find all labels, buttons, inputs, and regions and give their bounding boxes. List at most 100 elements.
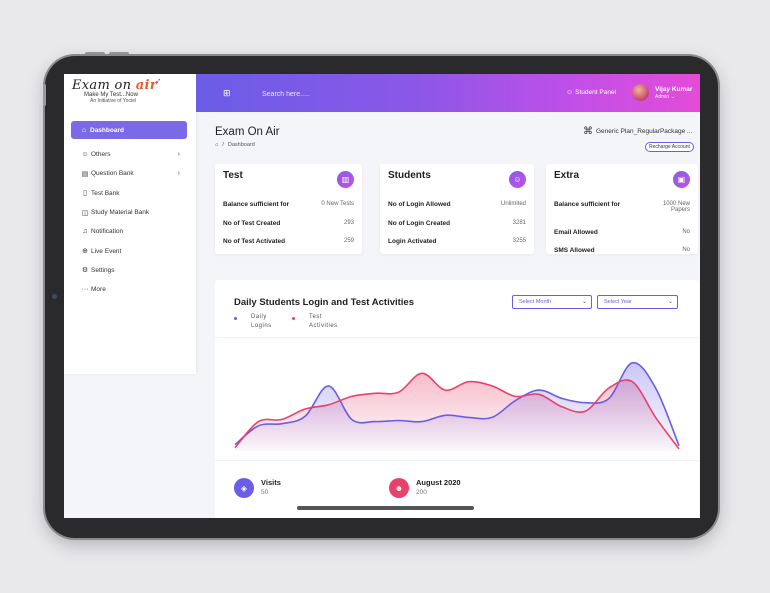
card-row-value: 0 New Tests xyxy=(321,201,354,207)
card-row-label: Login Activated xyxy=(388,238,437,245)
series-line-daily-logins xyxy=(234,361,680,447)
home-icon[interactable]: ⌂ xyxy=(215,142,219,148)
tablet-volume-button xyxy=(85,52,105,56)
sidebar-item-label: Study Material Bank xyxy=(91,209,150,217)
sidebar-item-label: Others xyxy=(91,151,111,159)
divider xyxy=(215,460,699,461)
document-icon: ▤ xyxy=(81,170,89,178)
card-row-value: 259 xyxy=(343,238,354,244)
card-row-value: 3255 xyxy=(512,238,526,244)
sidebar-item-more[interactable]: ··· More xyxy=(64,280,196,299)
home-indicator xyxy=(297,506,474,510)
avatar[interactable] xyxy=(632,84,649,101)
student-panel-link[interactable]: ☺ Student Panel xyxy=(566,89,616,96)
sidebar-item-label: Dashboard xyxy=(90,126,124,134)
card-row: No of Test Created 293 xyxy=(223,220,354,227)
card-row-value: 3281 xyxy=(512,220,526,226)
breadcrumb-separator: / xyxy=(222,142,224,148)
select-month-dropdown[interactable]: Select Month ⌄ xyxy=(512,295,592,309)
card-row: Balance sufficient for 0 New Tests xyxy=(223,201,354,208)
breadcrumb: ⌂ / Dashboard xyxy=(215,142,255,148)
command-icon: ⌘ xyxy=(583,126,593,137)
card-row-label: Email Allowed xyxy=(554,229,598,236)
rocket-icon: ➶ xyxy=(154,76,162,86)
page-title: Exam On Air xyxy=(215,126,280,138)
test-summary-card: Test ▥ Balance sufficient for 0 New Tests No… xyxy=(215,164,362,254)
select-year-dropdown[interactable]: Select Year ⌄ xyxy=(597,295,678,309)
stat-label: August 2020 xyxy=(416,478,461,487)
tablet-screen: Exam on air ➶ Make My Test...Now An Init… xyxy=(64,74,700,518)
sidebar-item-dashboard[interactable]: ⌂ Dashboard xyxy=(71,121,187,139)
top-bar: ⊞ ☺ Student Panel Vijay Kumar Admin ⌄ xyxy=(196,74,700,112)
bell-icon: ♫ xyxy=(82,228,88,236)
card-row-value: 293 xyxy=(343,220,354,226)
card-row-value: Unlimited xyxy=(500,201,526,207)
card-row-label: No of Login Allowed xyxy=(388,201,451,208)
plan-info: ⌘ Generic Plan_RegularPackage ... xyxy=(583,126,692,137)
sidebar-item-question-bank[interactable]: ▤ Question Bank › xyxy=(64,164,196,183)
sidebar-item-live-event[interactable]: ⊕ Live Event xyxy=(64,241,196,260)
extra-summary-card: Extra ▣ Balance sufficient for 1000 New Pap… xyxy=(546,164,698,254)
chart-legend: Daily Logins Test Activities xyxy=(234,313,350,331)
sidebar: Exam on air ➶ Make My Test...Now An Init… xyxy=(64,74,196,374)
camera-icon xyxy=(52,294,57,299)
search-input[interactable] xyxy=(262,89,382,99)
chevron-right-icon: › xyxy=(177,151,180,159)
students-summary-card: Students ☺ No of Login Allowed Unlimited No … xyxy=(380,164,534,254)
stat-visits: ◈ Visits 50 xyxy=(234,478,281,498)
recharge-account-button[interactable]: Recharge Account xyxy=(645,142,694,152)
logo[interactable]: Exam on air ➶ Make My Test...Now An Init… xyxy=(64,74,196,112)
stat-value: 200 xyxy=(416,489,427,496)
user-icon: ☺ xyxy=(81,151,89,159)
card-row-label: Balance sufficient for xyxy=(223,201,290,208)
tablet-side-button xyxy=(43,84,46,106)
divider xyxy=(215,337,699,338)
sidebar-item-label: Notification xyxy=(91,228,124,236)
book-icon: ▯ xyxy=(83,190,87,198)
logo-initiative: An Initiative of Yoctel xyxy=(90,98,137,104)
sidebar-item-others[interactable]: ☺ Others › xyxy=(64,145,196,164)
apps-grid-icon[interactable]: ⊞ xyxy=(223,88,231,98)
select-month-label: Select Month xyxy=(519,299,552,305)
chevron-down-icon: ⌄ xyxy=(581,299,587,305)
sidebar-item-settings[interactable]: ⚙ Settings xyxy=(64,261,196,280)
user-name[interactable]: Vijay Kumar xyxy=(655,86,693,93)
logo-tagline: Make My Test...Now xyxy=(84,92,138,98)
user-icon: ☺ xyxy=(566,89,574,96)
home-icon: ⌂ xyxy=(81,126,87,134)
legend-label: Daily Logins xyxy=(251,314,272,329)
legend-swatch xyxy=(292,317,295,320)
card-title: Test xyxy=(223,170,243,181)
card-row: No of Login Allowed Unlimited xyxy=(388,201,526,208)
legend-item: Daily Logins xyxy=(234,313,292,331)
legend-item: Test Activities xyxy=(292,313,350,331)
card-row: SMS Allowed No xyxy=(554,247,690,254)
sidebar-item-label: Test Bank xyxy=(91,189,120,197)
sidebar-item-test-bank[interactable]: ▯ Test Bank xyxy=(64,184,196,203)
card-title: Students xyxy=(388,170,431,181)
legend-swatch xyxy=(234,317,237,320)
card-row-label: SMS Allowed xyxy=(554,247,595,254)
stat-label: Visits xyxy=(261,478,281,487)
plan-name: Generic Plan_RegularPackage ... xyxy=(596,128,693,135)
sidebar-item-label: More xyxy=(91,286,106,294)
card-row-label: No of Test Activated xyxy=(223,238,286,245)
chevron-down-icon: ⌄ xyxy=(670,94,675,100)
book-icon: ▥ xyxy=(337,171,354,188)
card-row-value: No xyxy=(682,229,690,235)
select-year-label: Select Year xyxy=(604,299,632,305)
card-row: Login Activated 3255 xyxy=(388,238,526,245)
card-row-value: No xyxy=(682,247,690,253)
stat-value: 50 xyxy=(261,489,269,496)
globe-icon: ⊕ xyxy=(82,248,88,256)
chart-title: Daily Students Login and Test Activities xyxy=(234,297,414,308)
sidebar-item-study-material-bank[interactable]: ◫ Study Material Bank xyxy=(64,203,196,222)
sidebar-item-notification[interactable]: ♫ Notification xyxy=(64,222,196,241)
card-row: No of Login Created 3281 xyxy=(388,220,526,227)
users-icon: ☺ xyxy=(509,171,526,188)
visits-icon: ◈ xyxy=(234,478,254,498)
user-role[interactable]: Admin ⌄ xyxy=(655,94,675,100)
area-chart xyxy=(234,361,680,451)
card-title: Extra xyxy=(554,170,580,181)
sidebar-item-label: Settings xyxy=(91,266,115,274)
